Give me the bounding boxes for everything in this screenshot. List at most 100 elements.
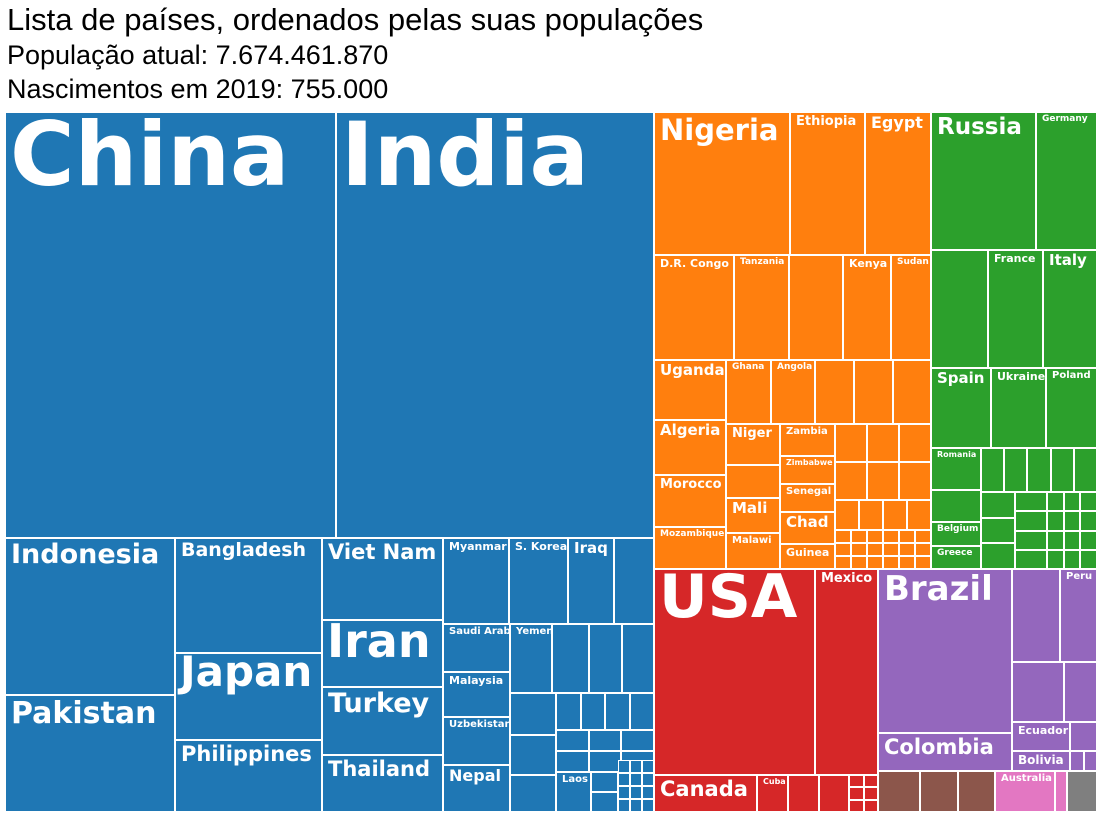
cell-iraq: Iraq [568, 538, 614, 624]
cell-unlabeled-94 [849, 787, 864, 800]
cell-unlabeled-82 [1063, 511, 1081, 531]
cell-algeria: Algeria [654, 420, 726, 475]
cell-unlabeled-108 [1067, 771, 1097, 812]
label-colombia: Colombia [884, 735, 994, 759]
cell-unlabeled-27 [642, 786, 654, 799]
cell-cuba: Cuba [757, 775, 788, 812]
cell-unlabeled-47 [851, 530, 867, 543]
cell-unlabeled-24 [642, 773, 654, 786]
cell-brazil: Brazil [878, 569, 1012, 733]
cell-unlabeled-52 [835, 543, 851, 556]
cell-unlabeled-50 [899, 530, 915, 543]
cell-kenya: Kenya [843, 255, 891, 360]
cell-unlabeled-28 [618, 799, 630, 812]
cell-unlabeled-80 [1080, 492, 1097, 512]
label-yemen: Yemen [516, 626, 552, 637]
cell-ukraine: Ukraine [991, 368, 1046, 448]
births-subtitle: Nascimentos em 2019: 755.000 [7, 74, 389, 104]
cell-d-r-congo: D.R. Congo [654, 255, 734, 360]
label-s-korea: S. Korea [515, 540, 568, 553]
cell-unlabeled-29 [630, 799, 642, 812]
label-guinea: Guinea [786, 546, 830, 559]
cell-unlabeled-76 [1015, 530, 1047, 550]
label-bangladesh: Bangladesh [181, 539, 307, 561]
cell-unlabeled-20 [630, 760, 642, 773]
cell-mali: Mali [726, 498, 780, 533]
cell-unlabeled-63 [915, 556, 931, 569]
cell-usa: USA [654, 569, 815, 775]
cell-unlabeled-25 [618, 786, 630, 799]
cell-nepal: Nepal [443, 765, 510, 812]
label-tanzania: Tanzania [740, 257, 785, 267]
cell-peru: Peru [1060, 569, 1097, 662]
cell-unlabeled-32 [815, 360, 854, 424]
cell-viet-nam: Viet Nam [322, 538, 443, 620]
cell-unlabeled-99 [1012, 662, 1064, 722]
label-myanmar: Myanmar [449, 540, 507, 553]
label-russia: Russia [937, 114, 1022, 140]
cell-unlabeled-54 [867, 543, 883, 556]
label-viet-nam: Viet Nam [328, 540, 437, 564]
cell-turkey: Turkey [322, 687, 443, 755]
label-laos: Laos [562, 774, 588, 785]
cell-unlabeled-70 [931, 490, 981, 522]
cell-morocco: Morocco [654, 475, 726, 527]
cell-india: India [336, 112, 654, 538]
label-iraq: Iraq [574, 539, 608, 557]
label-mexico: Mexico [821, 571, 873, 586]
label-mali: Mali [732, 499, 768, 517]
cell-unlabeled-85 [1063, 530, 1081, 550]
cell-unlabeled-36 [835, 424, 867, 462]
cell-unlabeled-72 [981, 517, 1015, 544]
cell-china: China [5, 112, 336, 538]
label-australia: Australia [1001, 773, 1052, 784]
label-uganda: Uganda [660, 361, 725, 379]
cell-unlabeled-74 [1015, 492, 1047, 512]
population-subtitle: População atual: 7.674.461.870 [7, 40, 389, 70]
cell-unlabeled-88 [1063, 549, 1081, 569]
cell-unlabeled-57 [915, 543, 931, 556]
cell-canada: Canada [654, 775, 757, 812]
label-nepal: Nepal [449, 766, 501, 785]
cell-unlabeled-6 [510, 775, 556, 812]
cell-unlabeled-53 [851, 543, 867, 556]
label-mozambique: Mozambique [660, 529, 725, 539]
cell-unlabeled-7 [556, 693, 581, 730]
cell-unlabeled-35 [726, 465, 780, 498]
cell-chad: Chad [780, 512, 835, 544]
label-peru: Peru [1066, 571, 1093, 582]
cell-zimbabwe: Zimbabwe [780, 456, 835, 484]
label-germany: Germany [1042, 114, 1088, 124]
cell-unlabeled-104 [878, 771, 920, 812]
cell-iran: Iran [322, 620, 443, 687]
cell-mozambique: Mozambique [654, 527, 726, 569]
cell-unlabeled-55 [883, 543, 899, 556]
cell-unlabeled-69 [1073, 448, 1097, 492]
cell-unlabeled-84 [1047, 530, 1064, 550]
cell-unlabeled-106 [958, 771, 995, 812]
cell-unlabeled-89 [1080, 549, 1097, 569]
cell-thailand: Thailand [322, 755, 443, 812]
cell-s-korea: S. Korea [509, 538, 568, 624]
cell-ethiopia: Ethiopia [790, 112, 865, 255]
label-malawi: Malawi [732, 535, 772, 546]
label-spain: Spain [937, 369, 985, 387]
cell-unlabeled-105 [920, 771, 958, 812]
cell-unlabeled-73 [981, 543, 1015, 569]
label-sudan: Sudan [897, 257, 929, 267]
cell-unlabeled-100 [1064, 662, 1097, 722]
cell-unlabeled-87 [1047, 549, 1064, 569]
cell-unlabeled-34 [893, 360, 931, 424]
cell-unlabeled-23 [630, 773, 642, 786]
cell-unlabeled-11 [556, 730, 589, 751]
label-d-r-congo: D.R. Congo [660, 257, 729, 270]
cell-philippines: Philippines [175, 740, 322, 812]
label-brazil: Brazil [884, 569, 993, 609]
cell-unlabeled-41 [899, 462, 931, 500]
cell-unlabeled-45 [907, 500, 931, 530]
label-ethiopia: Ethiopia [796, 114, 857, 129]
cell-japan: Japan [175, 653, 322, 740]
cell-pakistan: Pakistan [5, 695, 175, 812]
cell-unlabeled-66 [1004, 448, 1028, 492]
cell-unlabeled-21 [642, 760, 654, 773]
